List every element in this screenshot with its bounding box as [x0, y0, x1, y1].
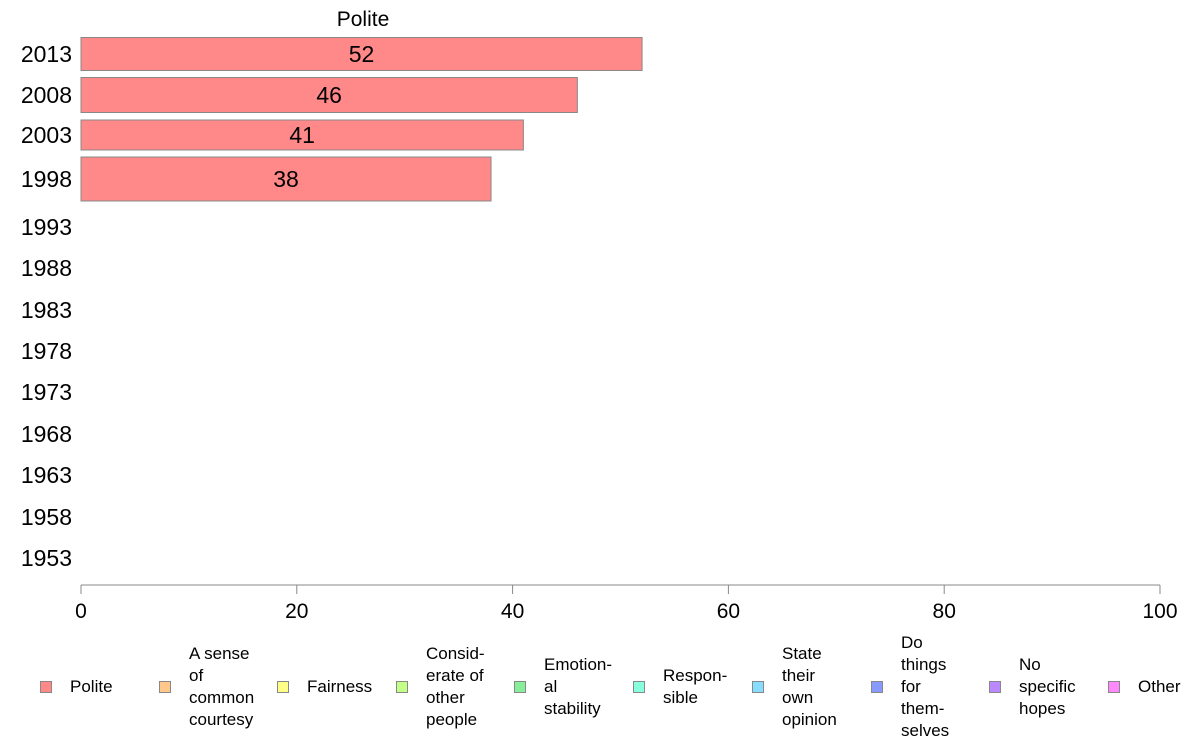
- legend-swatch: [1108, 681, 1120, 693]
- legend-swatch: [989, 681, 1001, 693]
- year-label: 1963: [21, 462, 72, 488]
- year-label: 1958: [21, 504, 72, 530]
- x-tick-label: 60: [717, 600, 740, 623]
- x-tick-label: 0: [75, 600, 87, 623]
- year-label: 1988: [21, 255, 72, 281]
- data-label-2013: 52: [349, 41, 375, 67]
- x-tick-label: 80: [933, 600, 956, 623]
- bar-2013: [80, 37, 643, 71]
- year-labels-layer: 2013 2008 2003 1998 1993 1988 1983 1978 1973 1968…: [21, 41, 72, 571]
- legend-swatch: [277, 681, 289, 693]
- legend-swatch: [159, 681, 171, 693]
- year-label: 1993: [21, 214, 72, 240]
- legend-label: Consid- erate of other people: [426, 644, 485, 729]
- x-tick-label: 100: [1142, 600, 1177, 623]
- legend-swatch: [396, 681, 408, 693]
- legend-label: Polite: [70, 677, 113, 696]
- x-tick-label: 20: [285, 600, 308, 623]
- legend-label: Fairness: [307, 677, 373, 696]
- year-label: 1998: [21, 166, 72, 192]
- legend-label: State their own opinion: [782, 644, 837, 729]
- x-tick-label: 40: [501, 600, 524, 623]
- bar-2003: [80, 119, 524, 151]
- data-label-1998: 38: [273, 166, 299, 192]
- legend-label: Do things for them- selves: [901, 633, 950, 740]
- year-label: 1973: [21, 379, 72, 405]
- legend-label: Respon- sible: [663, 666, 728, 707]
- legend-swatch: [514, 681, 526, 693]
- x-axis: 0 20 40 60 80 100: [75, 584, 1178, 623]
- year-label: 1978: [21, 338, 72, 364]
- year-label: 1983: [21, 297, 72, 323]
- year-label: 2003: [21, 122, 72, 148]
- legend-swatch: [40, 681, 52, 693]
- data-label-2008: 46: [316, 82, 342, 108]
- bar-1998: [80, 156, 492, 202]
- legend: Polite A sense of common courtesy Fairness…: [0, 633, 1188, 740]
- legend-swatch: [752, 681, 764, 693]
- legend-swatch: [871, 681, 883, 693]
- bar-2008: [80, 77, 578, 113]
- year-label: 1968: [21, 421, 72, 447]
- year-label: 2013: [21, 41, 72, 67]
- data-label-2003: 41: [289, 122, 315, 148]
- legend-swatch: [633, 681, 645, 693]
- legend-label: Emotion- al stability: [544, 655, 613, 718]
- year-label: 2008: [21, 82, 72, 108]
- legend-label: Other: [1138, 677, 1181, 696]
- panel-title: Polite: [337, 8, 390, 31]
- year-label: 1953: [21, 545, 72, 571]
- legend-label: No specific hopes: [1019, 655, 1076, 718]
- legend-label: A sense of common courtesy: [189, 644, 255, 729]
